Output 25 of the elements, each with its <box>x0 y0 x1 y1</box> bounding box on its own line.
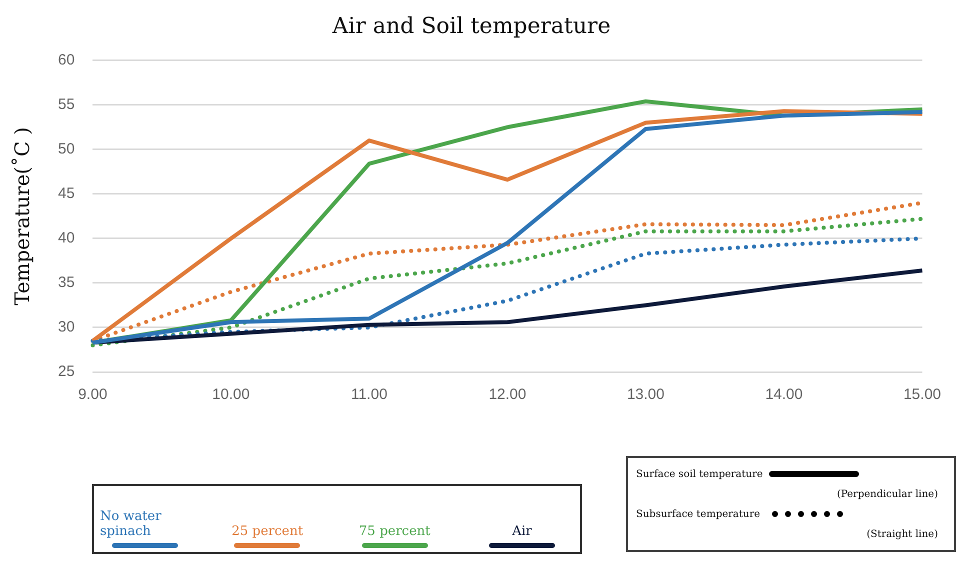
text: Subsurface temperature <box>636 508 760 520</box>
x-tick-label: 12.00 <box>488 386 526 404</box>
y-tick-label: 35 <box>58 274 75 292</box>
y-tick-label: 45 <box>58 185 75 202</box>
text: Surface soil temperature <box>636 468 763 480</box>
text: No water spinach <box>100 509 162 539</box>
text: 25 percent <box>232 524 304 539</box>
text: 75 percent <box>358 524 430 539</box>
y-tick-label: 40 <box>58 230 75 247</box>
chart-title: Air and Soil temperature <box>331 14 611 39</box>
x-tick-label: 13.00 <box>626 386 664 404</box>
y-tick-label: 55 <box>58 96 75 114</box>
y-tick-label: 50 <box>58 140 75 158</box>
x-tick-label: 14.00 <box>765 386 803 404</box>
text: (Straight line) <box>866 528 938 540</box>
y-tick-label: 25 <box>58 363 75 380</box>
x-tick-label: 10.00 <box>212 386 250 404</box>
x-tick-label: 9.00 <box>78 386 108 404</box>
text: Air <box>512 524 532 539</box>
y-tick-label: 60 <box>58 52 75 69</box>
x-tick-label: 15.00 <box>903 386 942 404</box>
text: (Perpendicular line) <box>836 488 938 500</box>
x-tick-label: 11.00 <box>350 386 388 404</box>
y-axis-title: Temperature(˚C ) <box>10 127 34 306</box>
y-tick-label: 30 <box>58 318 75 336</box>
